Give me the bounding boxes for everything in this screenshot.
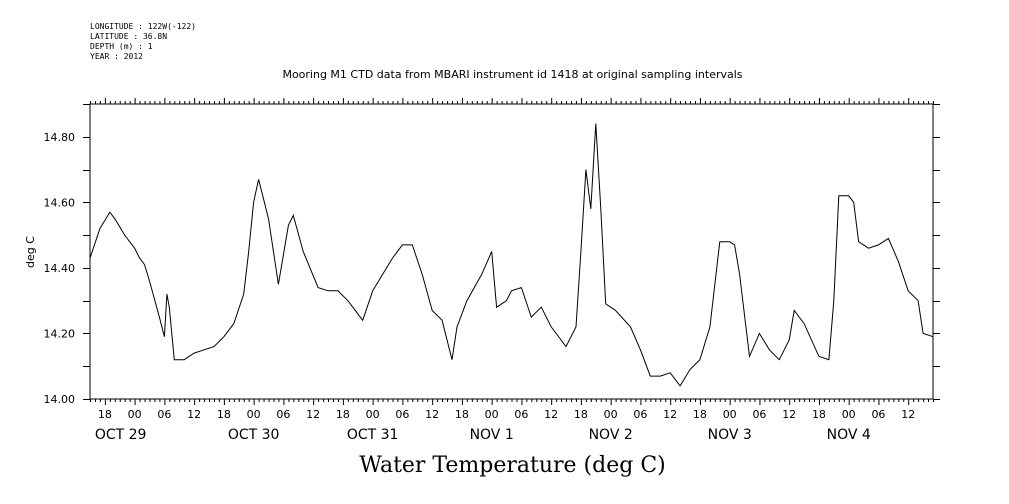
x-tick-label: 12 <box>901 408 915 421</box>
x-axis-label: Water Temperature (deg C) <box>359 453 666 478</box>
x-tick-label: 18 <box>217 408 231 421</box>
x-tick-label: 18 <box>574 408 588 421</box>
x-tick-label: 00 <box>366 408 380 421</box>
x-tick-label: 00 <box>128 408 142 421</box>
date-label: NOV 3 <box>708 427 752 443</box>
y-axis-label: deg C <box>24 236 37 268</box>
x-tick-label: 06 <box>752 408 766 421</box>
x-tick-label: 12 <box>187 408 201 421</box>
x-tick-label: 12 <box>663 408 677 421</box>
y-tick-label: 14.60 <box>44 196 76 209</box>
x-tick-label: 06 <box>157 408 171 421</box>
x-tick-label: 12 <box>782 408 796 421</box>
plot-frame <box>89 103 934 400</box>
chart-title: Mooring M1 CTD data from MBARI instrumen… <box>282 68 743 81</box>
x-tick-label: 12 <box>544 408 558 421</box>
x-tick-label: 18 <box>693 408 707 421</box>
date-label: NOV 4 <box>827 427 871 443</box>
x-tick-label: 18 <box>812 408 826 421</box>
y-tick-label: 14.00 <box>44 393 76 406</box>
date-label: NOV 1 <box>470 427 514 443</box>
x-tick-label: 06 <box>514 408 528 421</box>
series-line <box>89 123 934 387</box>
y-tick-label: 14.20 <box>44 327 76 340</box>
y-tick-label: 14.40 <box>44 262 76 275</box>
longitude-label: LONGITUDE : 122W(-122) <box>90 22 196 31</box>
x-tick-label: 00 <box>842 408 856 421</box>
axis-ticks <box>83 98 940 405</box>
x-tick-label: 12 <box>425 408 439 421</box>
x-tick-label: 18 <box>98 408 112 421</box>
date-label: OCT 31 <box>347 427 399 443</box>
x-tick-label: 06 <box>871 408 885 421</box>
x-tick-label: 06 <box>633 408 647 421</box>
year-label: YEAR : 2012 <box>90 52 143 61</box>
x-tick-label: 00 <box>247 408 261 421</box>
x-tick-label: 18 <box>455 408 469 421</box>
axis-labels: 18 00 06 12 18 00 06 12 18 00 06 12 18 00 06 12 18 00 06 12… <box>44 131 916 443</box>
x-tick-label: 12 <box>306 408 320 421</box>
x-tick-label: 18 <box>336 408 350 421</box>
x-tick-label: 00 <box>723 408 737 421</box>
date-label: OCT 30 <box>228 427 280 443</box>
y-tick-label: 14.80 <box>44 131 76 144</box>
x-tick-label: 00 <box>485 408 499 421</box>
x-tick-label: 06 <box>395 408 409 421</box>
x-tick-label: 00 <box>604 408 618 421</box>
date-label: OCT 29 <box>95 427 147 443</box>
depth-label: DEPTH (m) : 1 <box>90 42 153 51</box>
metadata-block: LONGITUDE : 122W(-122) LATITUDE : 36.8N … <box>90 22 196 62</box>
latitude-label: LATITUDE : 36.8N <box>90 32 168 41</box>
x-tick-label: 06 <box>276 408 290 421</box>
date-label: NOV 2 <box>589 427 633 443</box>
